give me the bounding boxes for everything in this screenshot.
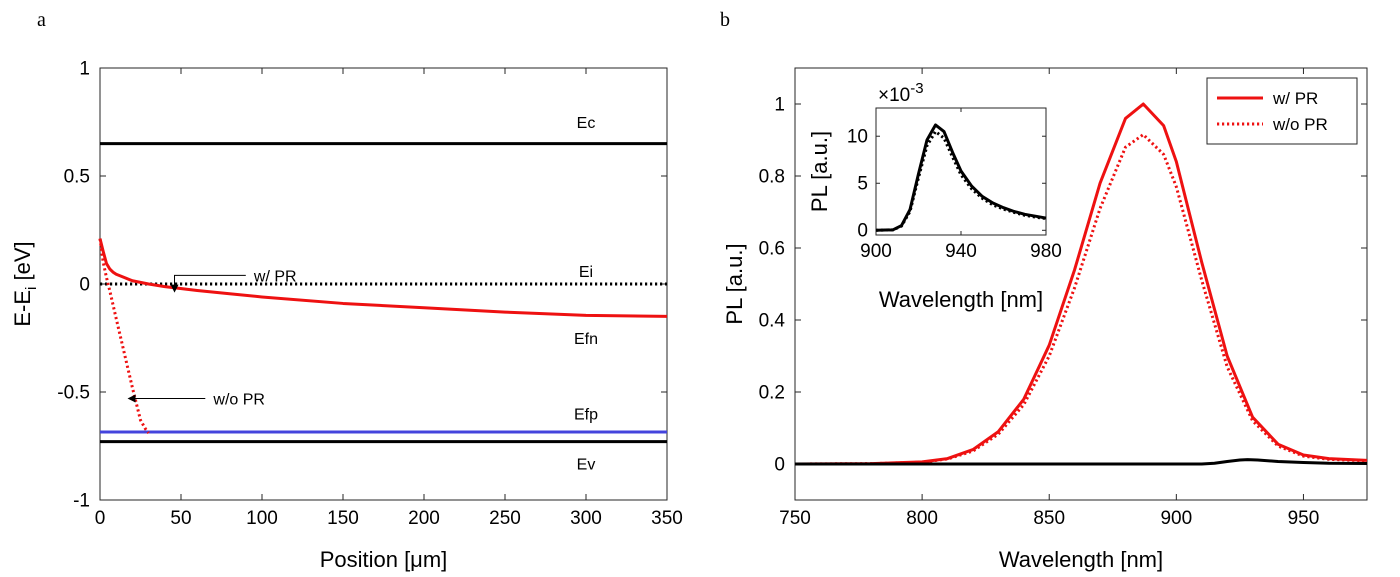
b-ytick-label: 0.6 [759,239,785,260]
a-series-efn [98,238,668,318]
a-annotation-arrow-head [127,394,136,403]
inset-xlabel: Wavelength [nm] [879,287,1043,312]
inset-scale-factor: ×10-3 [878,80,924,106]
a-xtick-label: 0 [95,508,106,529]
inset-scale-exp: -3 [910,80,923,97]
panel-a-letter: a [37,9,46,31]
b-legend-label: w/o PR [1272,115,1328,134]
chart-a: 0 50 100 150 200 250 300 350 -1 -0.5 0 0.5 1 Ec Ei Efn E… [10,59,683,572]
inset-ytick-label: 10 [847,127,868,148]
panel-b-letter: b [720,9,730,31]
a-ytick-label: 1 [79,59,90,80]
a-band-label-ei: Ei [579,264,593,281]
a-band-label-ev: Ev [577,456,596,473]
b-ytick-label: 1 [774,95,785,116]
b-legend-box [1206,77,1358,145]
a-series-w-o-pr [98,238,150,434]
b-ytick-label: 0.4 [759,311,786,332]
a-xlabel: Position [μm] [320,547,448,572]
a-xtick-label: 350 [651,508,683,529]
a-ytick-label: -1 [73,491,90,512]
b-series-curve-2 [795,458,1368,466]
a-annotation-label: w/o PR [212,391,265,408]
inset-series-curve-1 [875,130,1047,232]
a-xtick-label: 150 [327,508,359,529]
a-annotation-arrow-head [170,284,179,293]
b-xtick-label: 850 [1033,508,1065,529]
b-legend-label: w/ PR [1272,89,1318,108]
a-xtick-label: 100 [246,508,278,529]
a-ytick-label: 0 [79,275,90,296]
a-annotation-arrow-line [174,274,246,287]
inset-ylabel: PL [a.u.] [807,131,832,212]
b-series-w-o-pr [794,133,1368,466]
a-ylabel-main: E-E [10,290,35,327]
a-band-label-ec: Ec [577,115,596,132]
a-ylabel-unit: [eV] [10,241,35,286]
a-ytick-label: -0.5 [57,383,90,404]
b-ylabel: PL [a.u.] [722,243,747,324]
b-xtick-label: 950 [1288,508,1320,529]
inset-xtick-label: 900 [860,241,892,262]
inset-xtick-label: 940 [945,241,977,262]
a-band-label-efn: Efn [574,331,598,348]
a-xtick-label: 50 [170,508,191,529]
inset-ytick-label: 0 [857,221,868,242]
b-ytick-label: 0 [774,455,785,476]
a-ylabel-sub: i [23,287,40,290]
b-xtick-label: 900 [1160,508,1192,529]
a-xtick-label: 200 [408,508,440,529]
a-xtick-label: 250 [489,508,521,529]
a-ytick-label: 0.5 [64,167,90,188]
a-band-label-efp: Efp [574,407,598,424]
b-ytick-label: 0.2 [759,383,785,404]
chart-b-inset: 900 940 980 0 5 10 ×10-3 Wavelength [nm] PL [a.u… [807,80,1062,312]
a-xtick-label: 300 [570,508,602,529]
b-xtick-label: 800 [906,508,938,529]
b-xlabel: Wavelength [nm] [999,547,1163,572]
b-xtick-label: 750 [779,508,811,529]
a-ylabel: E-Ei [eV] [10,241,40,326]
a-frame [99,67,668,501]
b-ytick-label: 0.8 [759,167,785,188]
inset-scale-base: ×10 [878,85,910,106]
inset-xtick-label: 980 [1030,241,1062,262]
inset-ytick-label: 5 [857,174,868,195]
a-annotation-label: w/ PR [253,268,297,285]
